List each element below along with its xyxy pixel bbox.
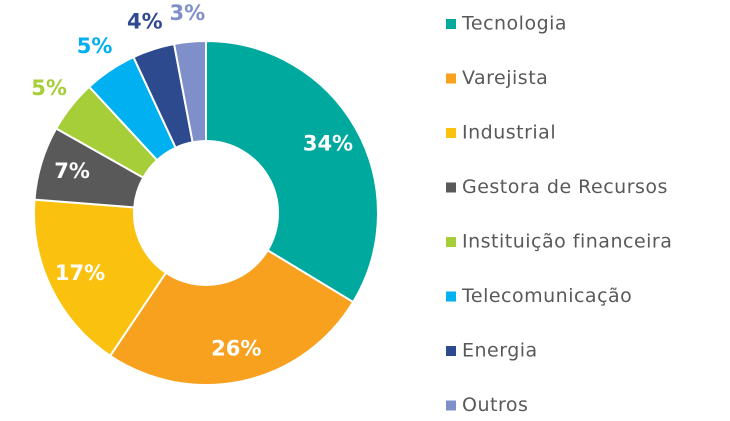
legend-swatch [446, 291, 456, 302]
data-label: 26% [211, 337, 261, 361]
data-label: 5% [77, 34, 113, 58]
legend-label: Varejista [462, 67, 548, 89]
data-label: 3% [170, 1, 206, 25]
legend-swatch [446, 73, 456, 84]
legend-label: Outros [462, 394, 528, 416]
legend-swatch [446, 346, 456, 356]
legend-label: Energia [462, 340, 538, 362]
legend-swatch [446, 19, 456, 29]
legend-label: Telecomunicação [461, 285, 632, 307]
legend-swatch [446, 400, 456, 411]
slice [33, 198, 168, 358]
legend-swatch [446, 182, 456, 193]
legend-label: Gestora de Recursos [462, 176, 668, 198]
slice [205, 39, 379, 304]
data-label: 17% [55, 261, 105, 285]
legend-swatch [446, 128, 456, 138]
data-label: 7% [54, 159, 90, 183]
slice [108, 248, 355, 386]
data-label: 34% [303, 131, 353, 155]
data-label: 4% [127, 10, 163, 34]
legend-label: Instituição financeira [462, 231, 672, 253]
legend-label: Tecnologia [461, 13, 567, 35]
data-label: 5% [31, 76, 67, 100]
legend-swatch [446, 237, 456, 247]
slice [172, 39, 207, 144]
legend-label: Industrial [462, 122, 556, 144]
